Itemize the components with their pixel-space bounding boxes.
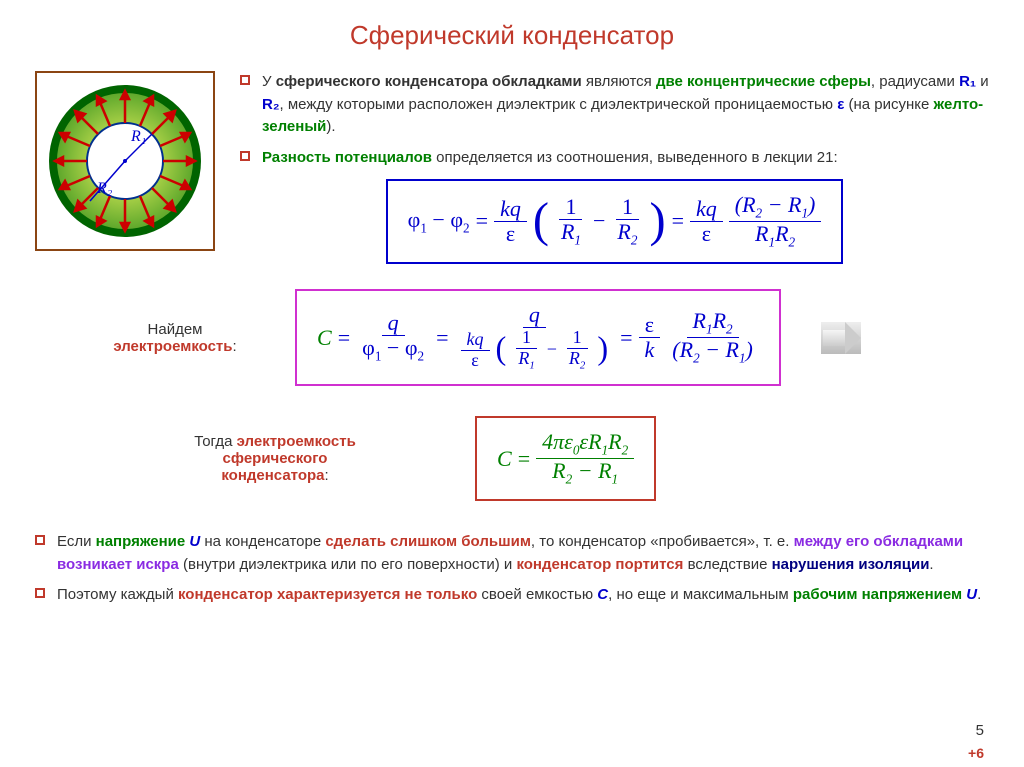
bullet-icon	[35, 535, 45, 545]
bullet-icon	[35, 588, 45, 598]
intro-bullets: У сферического конденсатора обкладками я…	[240, 71, 989, 264]
svg-text:R₁: R₁	[130, 128, 146, 145]
formula-1-wrap: φ1 − φ2 = kqε ( 1R1 − 1R2 ) = kqε (R2 − …	[240, 179, 989, 264]
svg-text:R₂: R₂	[96, 180, 113, 197]
spherical-capacitor-diagram: R₁ R₂	[45, 81, 205, 241]
footer-1-text: Если напряжение U на конденсаторе сделат…	[57, 531, 989, 576]
footer-bullet-1: Если напряжение U на конденсаторе сделат…	[35, 531, 989, 576]
formula-capacitance-deriv: C = qφ1 − φ2 = q kqε ( 1R1 − 1R2 )	[295, 289, 781, 386]
page-number: 5	[976, 722, 984, 739]
bullet-2: Разность потенциалов определяется из соо…	[240, 147, 989, 170]
diagram-box: R₁ R₂	[35, 71, 215, 251]
bullet-1: У сферического конденсатора обкладками я…	[240, 71, 989, 139]
formula-final: C = 4πε0εR1R2 R2 − R1	[475, 416, 656, 501]
arrow-icon	[821, 322, 861, 354]
label-find-capacitance: Найдем электроемкость:	[95, 321, 255, 355]
footer-2-text: Поэтому каждый конденсатор характеризует…	[57, 584, 981, 607]
formula-potential-diff: φ1 − φ2 = kqε ( 1R1 − 1R2 ) = kqε (R2 − …	[386, 179, 844, 264]
bullet-1-text: У сферического конденсатора обкладками я…	[262, 71, 989, 139]
bullet-icon	[240, 151, 250, 161]
page-title: Сферический конденсатор	[35, 20, 989, 51]
bullet-icon	[240, 75, 250, 85]
capacitance-derivation: Найдем электроемкость: C = qφ1 − φ2 = q …	[35, 289, 989, 386]
final-formula-row: Тогда электроемкость сферического конден…	[35, 416, 989, 501]
footer-notes: Если напряжение U на конденсаторе сделат…	[35, 531, 989, 607]
label-then: Тогда электроемкость сферического конден…	[175, 433, 375, 484]
footer-bullet-2: Поэтому каждый конденсатор характеризует…	[35, 584, 989, 607]
intro-row: R₁ R₂ У сферического конденсатора обклад…	[35, 71, 989, 264]
bullet-2-text: Разность потенциалов определяется из соо…	[262, 147, 838, 170]
views-count: +6	[968, 745, 984, 761]
